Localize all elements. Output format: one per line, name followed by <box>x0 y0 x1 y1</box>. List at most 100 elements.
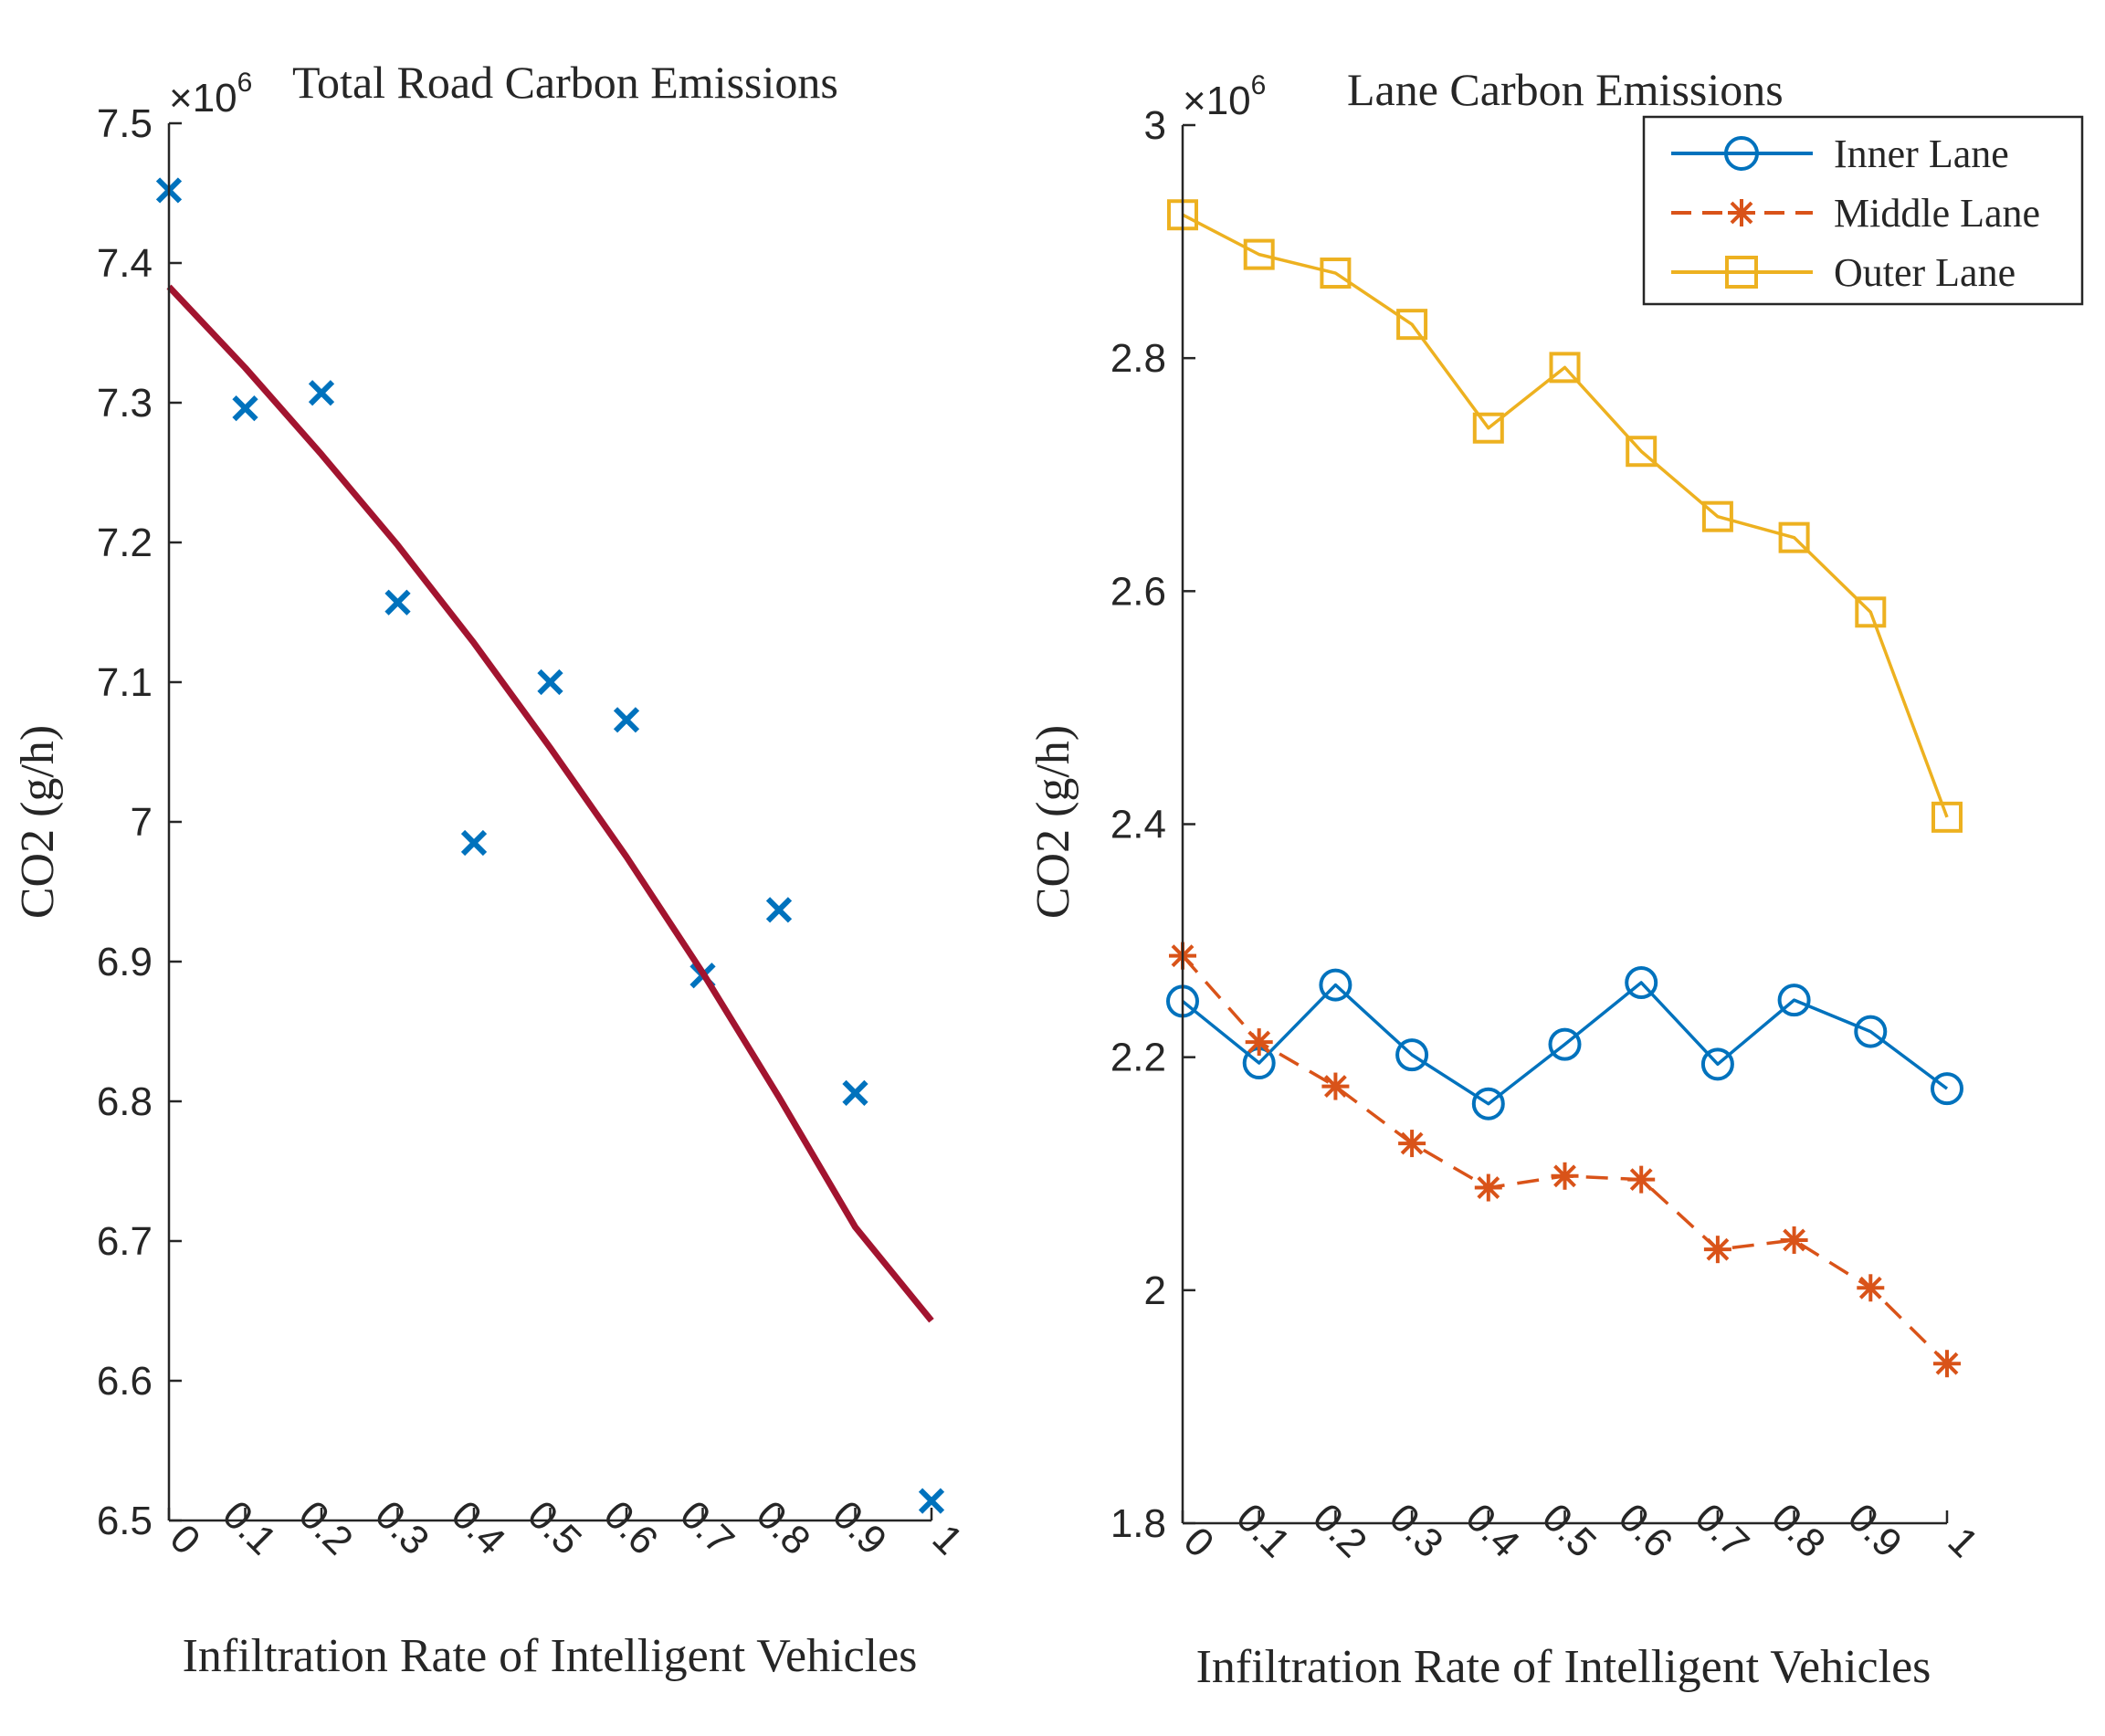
marker-stroke <box>537 668 563 696</box>
x-tick-label: 0.6 <box>1610 1495 1681 1566</box>
outer-lane-point <box>1549 352 1581 384</box>
legend-marker-inner-lane <box>1724 136 1759 171</box>
outer-lane-point <box>1778 521 1810 553</box>
legend-label-outer-lane: Outer Lane <box>1834 250 2016 295</box>
data-point <box>537 668 563 696</box>
y-axis-label: CO2 (g/h) <box>1027 725 1079 919</box>
x-tick-label: 0.7 <box>671 1492 742 1563</box>
inner-lane-point <box>1471 1087 1505 1121</box>
marker-stroke <box>765 897 793 923</box>
data-point <box>384 589 411 615</box>
marker-stroke <box>1629 1168 1653 1192</box>
data-point <box>308 380 335 406</box>
legend-item-inner-lane: Inner Lane <box>1671 132 2009 176</box>
marker-stroke <box>384 589 411 615</box>
data-point <box>765 897 793 923</box>
y-tick-label: 2.8 <box>1110 336 1166 381</box>
inner-lane-point <box>1625 966 1658 1000</box>
x-tick-label: 0.6 <box>595 1492 667 1563</box>
legend-item-middle-lane: Middle Lane <box>1671 191 2040 236</box>
marker-stroke <box>1706 1237 1730 1261</box>
x-tick-label: 0.5 <box>519 1492 590 1563</box>
x-tick-label: 1 <box>924 1516 972 1563</box>
total-emissions-chart: ×106 Total Road Carbon Emissions 6.5 6.6 6… <box>12 57 972 1682</box>
outer-lane-point <box>1855 596 1887 628</box>
x-tick-label: 0.9 <box>1839 1495 1910 1566</box>
outer-lane-point <box>1243 238 1275 270</box>
data-point <box>918 1488 945 1514</box>
marker-stroke <box>1323 1075 1347 1098</box>
y-axis-label: CO2 (g/h) <box>12 725 64 919</box>
y-tick-label: 2.2 <box>1110 1036 1166 1080</box>
inner-lane-point <box>1777 984 1811 1017</box>
inner-lane-point <box>1319 968 1352 1002</box>
outer-lane-point <box>1472 412 1504 444</box>
marker-stroke <box>1858 1276 1882 1299</box>
x-tick-label: 0.8 <box>1763 1495 1834 1566</box>
y-tick-label: 6.8 <box>97 1079 153 1124</box>
middle-lane-point <box>1857 1274 1885 1302</box>
data-point <box>460 829 488 857</box>
marker-stroke <box>232 395 258 422</box>
chart-title: Lane Carbon Emissions <box>1347 64 1784 115</box>
exponent-label: ×106 <box>169 68 252 121</box>
outer-lane-point <box>1931 801 1963 833</box>
outer-lane-point <box>1320 258 1352 289</box>
x-tick-label: 0.3 <box>1381 1495 1452 1566</box>
axis-ticks: 1.822.22.42.62.830 0.1 0.2 0.3 0.4 0.5 0.6 0.7 0… <box>1110 103 1987 1566</box>
exponent-label: ×106 <box>1183 70 1266 123</box>
y-tick-label: 7 <box>131 800 153 845</box>
inner-lane-line <box>1181 981 1949 1106</box>
axis-ticks: 6.56.66.76.86.977.17.27.37.47.50 0.1 0.2 0.… <box>97 101 972 1563</box>
marker-stroke <box>918 1488 945 1514</box>
x-tick-label: 0 <box>162 1516 209 1563</box>
x-tick-label: 0.1 <box>214 1492 285 1563</box>
outer-lane-point <box>1626 436 1658 468</box>
inner-lane-point <box>1395 1038 1429 1072</box>
middle-lane-point <box>1551 1162 1579 1190</box>
y-tick-label: 3 <box>1144 103 1166 148</box>
legend: Inner Lane Middle Lane Outer Lane <box>1642 115 2084 306</box>
y-tick-label: 1.8 <box>1110 1501 1166 1546</box>
fit-line <box>166 284 934 1323</box>
middle-lane-point <box>1703 1236 1731 1264</box>
x-tick-label: 0.4 <box>1457 1495 1528 1566</box>
y-tick-label: 7.4 <box>97 241 153 286</box>
x-tick-label: 0 <box>1175 1519 1223 1566</box>
y-tick-label: 6.6 <box>97 1359 153 1404</box>
y-tick-label: 7.5 <box>97 101 153 146</box>
marker-stroke <box>460 829 488 857</box>
middle-lane-point <box>1474 1173 1502 1202</box>
y-tick-label: 6.9 <box>97 940 153 984</box>
marker-stroke <box>613 707 640 733</box>
x-tick-label: 0.8 <box>748 1492 819 1563</box>
inner-lane-point <box>1931 1072 1963 1106</box>
y-tick-label: 2 <box>1144 1268 1166 1313</box>
x-tick-label: 0.4 <box>443 1492 514 1563</box>
y-tick-label: 6.7 <box>97 1219 153 1264</box>
x-tick-label: 0.2 <box>290 1492 362 1563</box>
x-axis-label: Infiltration Rate of Intelligent Vehicle… <box>1196 1641 1931 1693</box>
x-tick-label: 0.7 <box>1687 1495 1758 1566</box>
x-tick-label: 0.3 <box>366 1492 437 1563</box>
legend-label-middle-lane: Middle Lane <box>1834 191 2040 236</box>
marker-stroke <box>1400 1131 1424 1155</box>
marker-stroke <box>308 380 335 406</box>
x-tick-label: 1 <box>1940 1519 1987 1566</box>
marker-stroke <box>1783 1228 1806 1252</box>
middle-lane-point <box>1627 1165 1656 1194</box>
y-tick-label: 2.4 <box>1110 803 1166 847</box>
plot-area <box>1166 199 1963 1378</box>
middle-lane-point <box>1933 1350 1961 1378</box>
marker-stroke <box>1553 1164 1576 1188</box>
data-point <box>613 707 640 733</box>
lane-emissions-chart: ×106 Lane Carbon Emissions 1.8 2 2.2 2.4 2.6… <box>1027 64 2084 1693</box>
x-tick-label: 0.9 <box>824 1492 895 1563</box>
x-tick-label: 0.2 <box>1304 1495 1375 1566</box>
x-tick-label: 0.5 <box>1533 1495 1605 1566</box>
legend-marker-middle-lane <box>1728 199 1755 226</box>
y-tick-label: 7.2 <box>97 521 153 565</box>
data-point <box>232 395 258 422</box>
marker-stroke <box>1477 1176 1500 1199</box>
